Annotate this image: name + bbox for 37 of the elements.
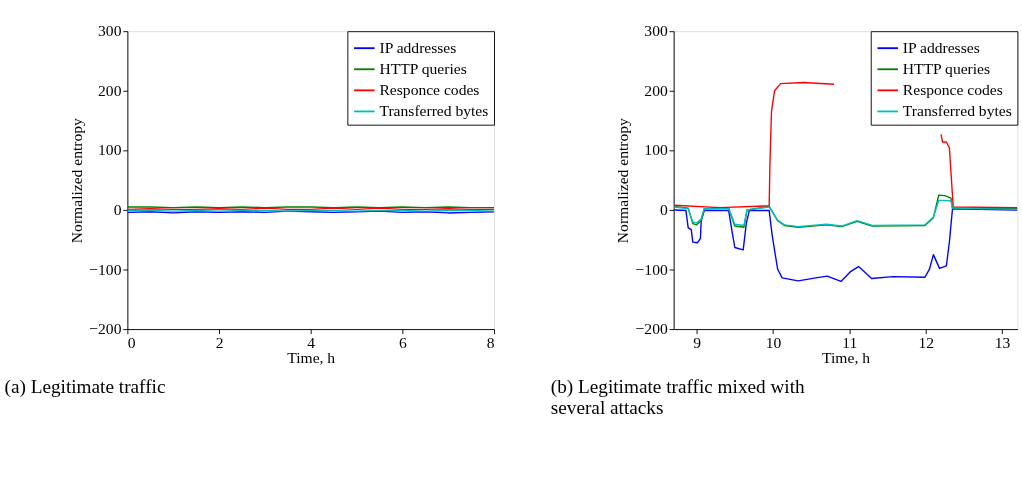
text: (a) Legitimate traffic [4,376,166,399]
x-axis-title: Time, h [822,348,871,366]
text: (b) Legitimate traffic mixed with several attacks [550,376,806,419]
x-tick-label: 4 [307,333,316,351]
legend-label: HTTP queries [902,59,991,77]
legend-label: IP addresses [902,38,980,56]
x-tick-label: 11 [842,333,858,351]
legend-label: Transferred bytes [379,102,489,120]
y-tick-label: 0 [659,201,668,218]
line-series [673,208,1018,283]
y-tick-label: −100 [89,260,122,278]
y-tick-label: −200 [635,320,668,338]
x-axis-title: Time, h [287,348,336,366]
y-axis-title: Normalized entropy [614,117,632,244]
x-tick-label: 10 [765,333,782,351]
y-tick-label: 200 [98,81,122,99]
y-tick-label: 300 [644,22,668,40]
x-tick-label: 9 [693,333,702,351]
y-tick-label: 200 [644,81,668,99]
y-tick-label: 0 [113,201,122,218]
y-tick-label: −100 [635,260,668,278]
y-axis-title: Normalized entropy [67,117,85,244]
x-tick-label: 2 [215,333,224,351]
y-tick-label: 100 [644,141,668,159]
legend-label: HTTP queries [379,59,467,77]
x-tick-label: 8 [486,333,495,351]
legend-label: Responce codes [902,80,1003,98]
y-tick-label: −200 [89,320,122,338]
x-tick-label: 13 [994,333,1011,351]
y-tick-label: 300 [98,22,122,40]
x-tick-label: 0 [127,333,136,351]
legend-label: IP addresses [379,38,457,56]
legend-label: Transferred bytes [902,102,1012,120]
x-tick-label: 6 [398,333,407,351]
y-tick-label: 100 [98,141,122,159]
x-tick-label: 12 [918,333,935,351]
legend-label: Responce codes [379,80,480,98]
